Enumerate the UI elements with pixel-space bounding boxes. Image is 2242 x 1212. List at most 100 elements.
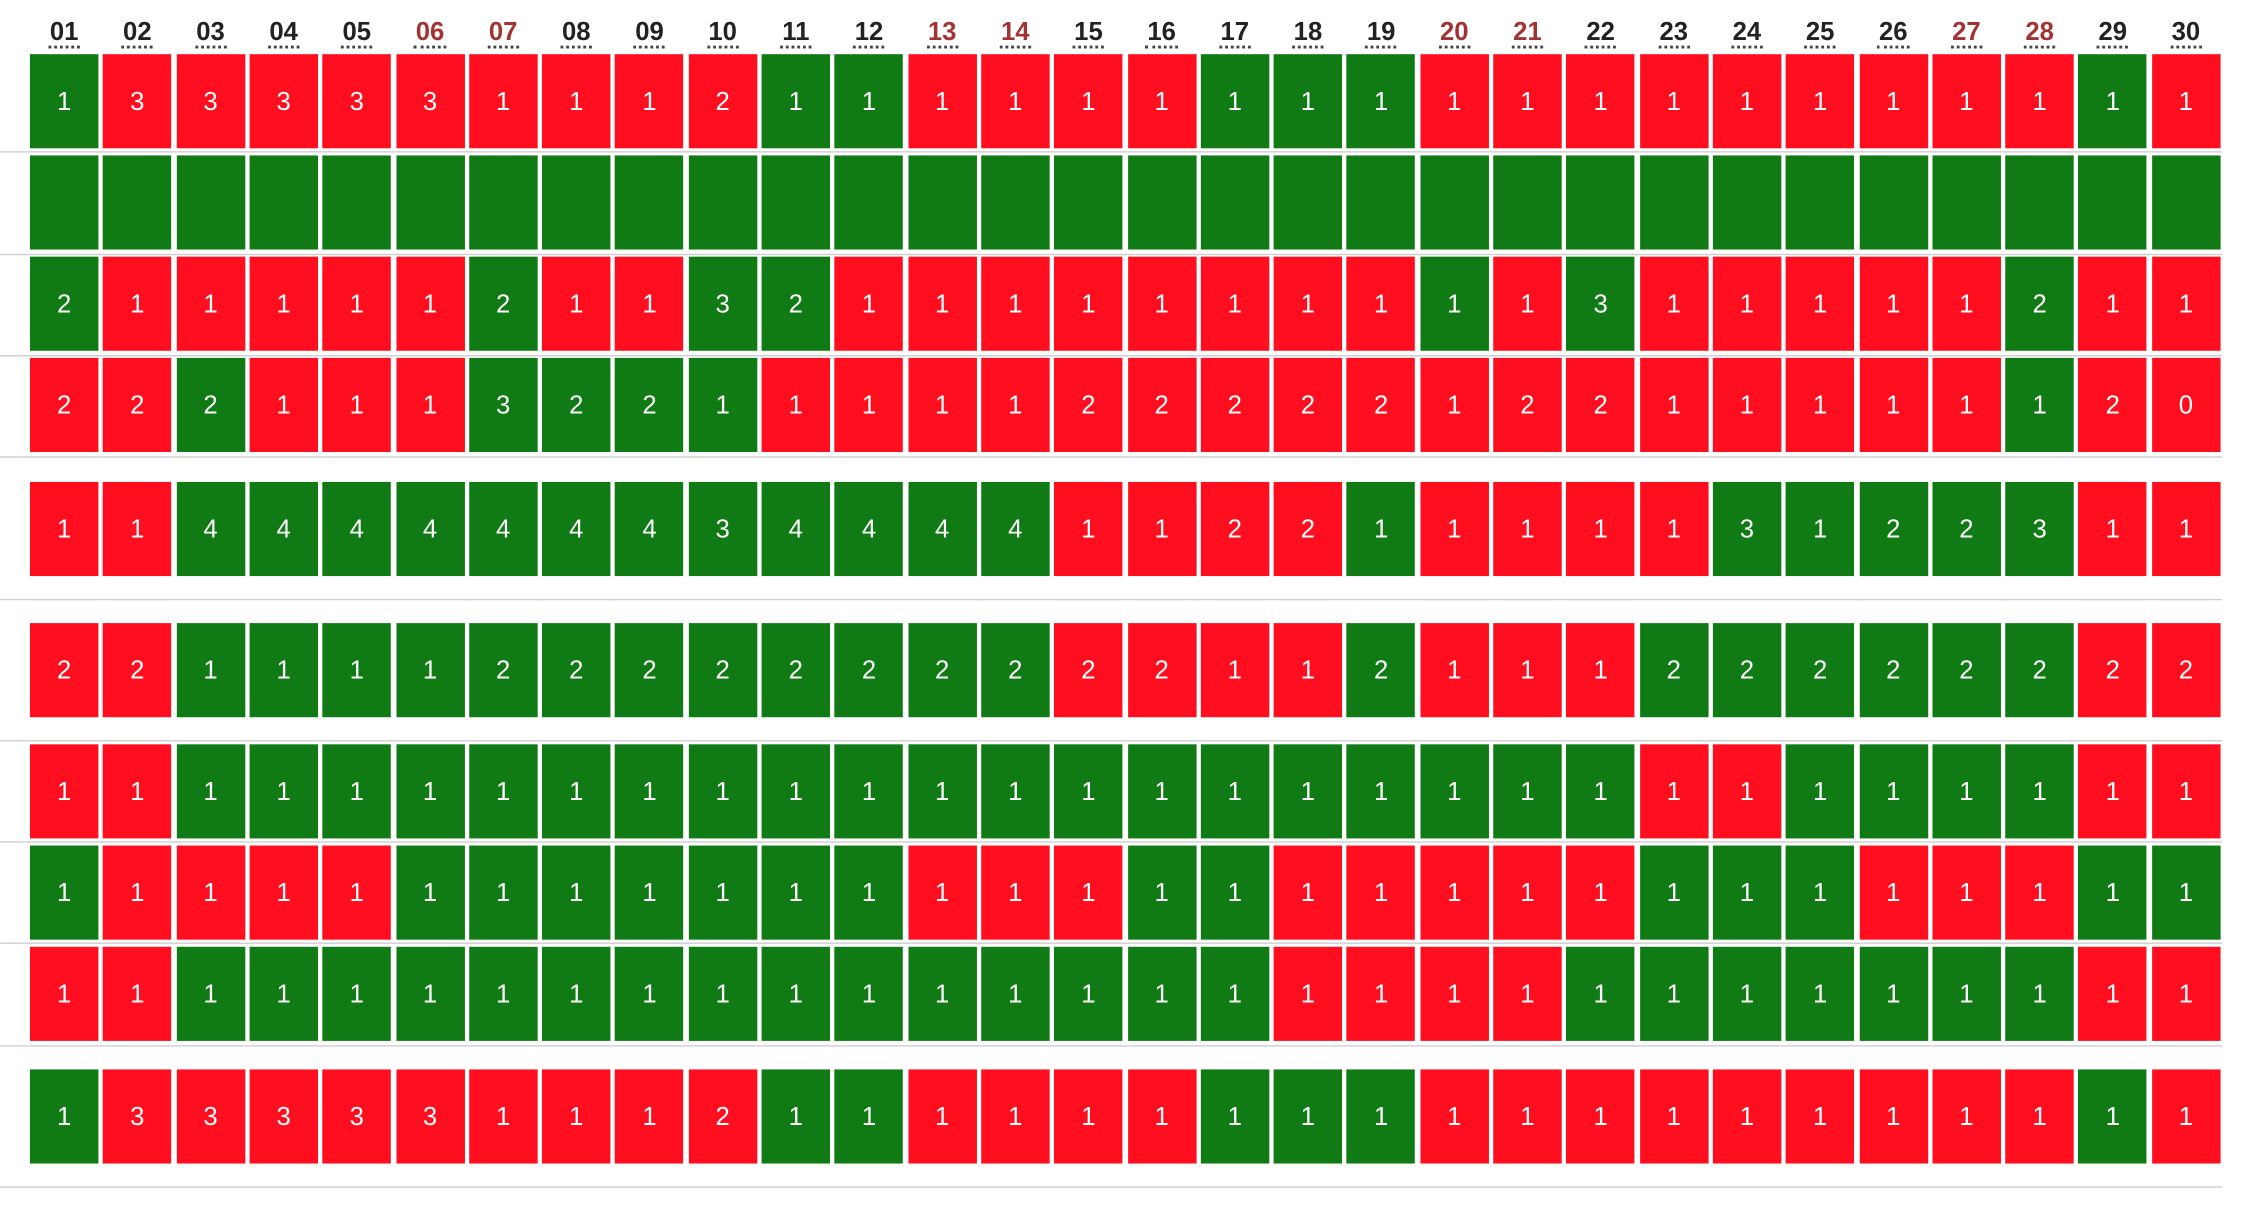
availability-cell[interactable]: 1 — [542, 845, 611, 940]
availability-cell[interactable]: 1 — [1200, 1069, 1270, 1164]
availability-cell[interactable]: 1 — [1420, 54, 1489, 149]
availability-cell[interactable] — [249, 155, 318, 250]
availability-cell[interactable] — [1200, 155, 1270, 250]
availability-cell[interactable]: 1 — [468, 744, 538, 839]
availability-cell[interactable]: 1 — [249, 357, 318, 453]
availability-cell[interactable]: 1 — [981, 845, 1050, 940]
availability-cell[interactable]: 1 — [2005, 54, 2074, 149]
availability-cell[interactable]: 1 — [1712, 946, 1782, 1041]
availability-cell[interactable] — [1566, 155, 1635, 250]
availability-cell[interactable]: 1 — [395, 357, 465, 453]
availability-cell[interactable] — [103, 155, 172, 250]
availability-cell[interactable]: 1 — [2005, 357, 2074, 453]
availability-cell[interactable]: 1 — [1346, 946, 1416, 1041]
availability-cell[interactable]: 1 — [468, 845, 538, 940]
availability-cell[interactable]: 1 — [176, 623, 245, 718]
availability-cell[interactable]: 1 — [29, 481, 99, 577]
availability-cell[interactable]: 2 — [1273, 357, 1343, 453]
availability-cell[interactable]: 2 — [615, 357, 684, 453]
availability-cell[interactable]: 1 — [249, 744, 318, 839]
availability-cell[interactable]: 1 — [249, 256, 318, 351]
availability-cell[interactable]: 1 — [688, 845, 757, 940]
availability-cell[interactable]: 1 — [761, 54, 831, 149]
availability-cell[interactable]: 2 — [1346, 357, 1416, 453]
day-header-04[interactable]: 04 — [249, 14, 317, 50]
availability-cell[interactable]: 2 — [468, 623, 538, 718]
availability-cell[interactable]: 4 — [761, 481, 831, 577]
availability-cell[interactable]: 1 — [2078, 1069, 2147, 1164]
availability-cell[interactable]: 1 — [1054, 1069, 1123, 1164]
availability-cell[interactable]: 1 — [2005, 845, 2074, 940]
availability-cell[interactable]: 2 — [1859, 623, 1928, 718]
availability-cell[interactable]: 1 — [688, 744, 757, 839]
day-header-22[interactable]: 22 — [1566, 14, 1634, 50]
availability-cell[interactable]: 1 — [907, 54, 977, 149]
availability-cell[interactable]: 1 — [1273, 744, 1343, 839]
availability-cell[interactable] — [907, 155, 977, 250]
availability-cell[interactable]: 1 — [1932, 1069, 2001, 1164]
availability-cell[interactable]: 1 — [29, 845, 99, 940]
availability-cell[interactable]: 1 — [907, 1069, 977, 1164]
availability-cell[interactable]: 2 — [1859, 481, 1928, 577]
availability-cell[interactable]: 1 — [176, 744, 245, 839]
availability-cell[interactable]: 3 — [1712, 481, 1782, 577]
availability-cell[interactable]: 1 — [1054, 845, 1123, 940]
availability-cell[interactable]: 2 — [615, 623, 684, 718]
availability-cell[interactable]: 3 — [103, 54, 172, 149]
availability-cell[interactable] — [176, 155, 245, 250]
availability-cell[interactable]: 4 — [981, 481, 1050, 577]
day-header-08[interactable]: 08 — [542, 14, 610, 50]
availability-cell[interactable]: 1 — [1273, 946, 1343, 1041]
availability-cell[interactable]: 1 — [1712, 845, 1782, 940]
availability-cell[interactable]: 1 — [1127, 946, 1196, 1041]
availability-cell[interactable]: 2 — [688, 54, 757, 149]
day-header-01[interactable]: 01 — [30, 14, 98, 50]
availability-cell[interactable]: 1 — [615, 946, 684, 1041]
availability-cell[interactable]: 2 — [834, 623, 904, 718]
availability-cell[interactable]: 1 — [2151, 845, 2221, 940]
availability-cell[interactable]: 1 — [176, 845, 245, 940]
availability-cell[interactable]: 2 — [103, 357, 172, 453]
day-header-16[interactable]: 16 — [1127, 14, 1195, 50]
availability-cell[interactable] — [29, 155, 99, 250]
availability-cell[interactable] — [2151, 155, 2221, 250]
availability-cell[interactable]: 2 — [1127, 357, 1196, 453]
day-header-13[interactable]: 13 — [908, 14, 976, 50]
availability-cell[interactable]: 1 — [1420, 357, 1489, 453]
availability-cell[interactable]: 1 — [395, 623, 465, 718]
availability-cell[interactable]: 1 — [1785, 946, 1855, 1041]
availability-cell[interactable]: 1 — [1127, 744, 1196, 839]
availability-cell[interactable]: 2 — [2151, 623, 2221, 718]
availability-cell[interactable]: 1 — [1420, 946, 1489, 1041]
availability-cell[interactable]: 1 — [1346, 845, 1416, 940]
availability-cell[interactable]: 1 — [1346, 54, 1416, 149]
availability-cell[interactable]: 1 — [1127, 481, 1196, 577]
availability-cell[interactable]: 1 — [761, 357, 831, 453]
availability-cell[interactable]: 3 — [688, 256, 757, 351]
availability-cell[interactable]: 2 — [1200, 481, 1270, 577]
availability-cell[interactable]: 1 — [761, 1069, 831, 1164]
availability-cell[interactable]: 4 — [615, 481, 684, 577]
availability-cell[interactable]: 1 — [1346, 481, 1416, 577]
availability-cell[interactable]: 1 — [761, 845, 831, 940]
day-header-12[interactable]: 12 — [835, 14, 903, 50]
availability-cell[interactable]: 1 — [1127, 845, 1196, 940]
availability-cell[interactable]: 1 — [29, 744, 99, 839]
availability-cell[interactable] — [1785, 155, 1855, 250]
availability-cell[interactable]: 1 — [1785, 1069, 1855, 1164]
availability-cell[interactable]: 2 — [1200, 357, 1270, 453]
availability-cell[interactable]: 1 — [176, 256, 245, 351]
availability-cell[interactable]: 1 — [907, 845, 977, 940]
availability-cell[interactable]: 1 — [834, 54, 904, 149]
availability-cell[interactable]: 1 — [1200, 623, 1270, 718]
availability-cell[interactable]: 1 — [1639, 256, 1709, 351]
availability-cell[interactable]: 2 — [1273, 481, 1343, 577]
availability-cell[interactable]: 1 — [1639, 357, 1709, 453]
availability-cell[interactable]: 1 — [395, 744, 465, 839]
availability-cell[interactable]: 1 — [1420, 256, 1489, 351]
availability-cell[interactable]: 1 — [2005, 1069, 2074, 1164]
availability-cell[interactable]: 4 — [834, 481, 904, 577]
availability-cell[interactable]: 1 — [1785, 357, 1855, 453]
availability-cell[interactable]: 1 — [1420, 845, 1489, 940]
availability-cell[interactable]: 1 — [615, 1069, 684, 1164]
